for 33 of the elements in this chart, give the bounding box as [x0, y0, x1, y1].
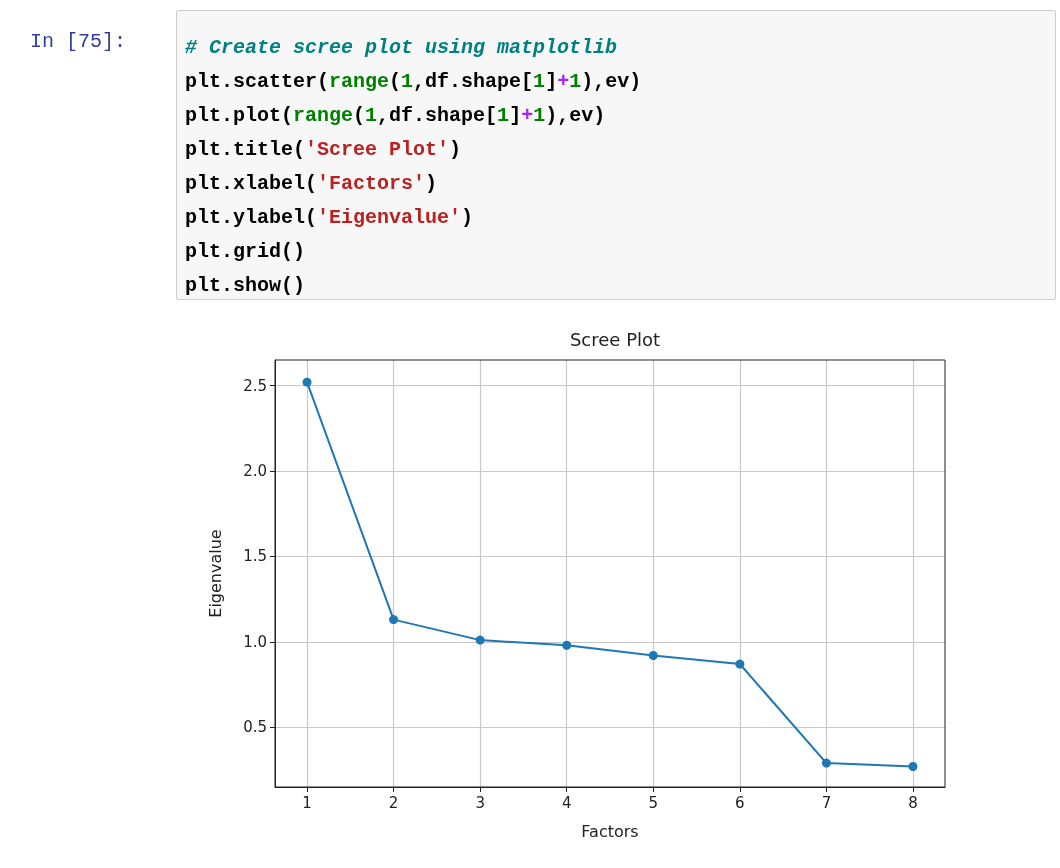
chart-title: Scree Plot — [569, 328, 661, 350]
text: plt.scatter(range(1,df.shape[1]+1),ev) — [185, 70, 642, 93]
y-tick-label: 1.5 — [243, 547, 267, 566]
x-tick-label: 6 — [735, 793, 745, 812]
point — [389, 615, 399, 625]
text: plt.grid() — [185, 239, 307, 265]
text: In [75]: — [30, 30, 127, 53]
text: plt.xlabel('Factors') — [185, 171, 439, 197]
text: plt.show() — [185, 273, 307, 299]
y-tick-label: 0.5 — [243, 718, 267, 737]
x-tick-label: 8 — [908, 793, 918, 812]
y-tick-label: 2.0 — [243, 462, 267, 481]
point — [821, 758, 831, 768]
point — [648, 650, 658, 660]
x-tick-label: 4 — [561, 793, 572, 812]
x-tick-label: 7 — [821, 793, 832, 812]
point — [302, 377, 312, 387]
x-tick-label: 3 — [475, 793, 485, 812]
x-tick-label: 5 — [648, 793, 659, 812]
point — [735, 659, 745, 669]
point — [562, 640, 572, 650]
x-tick-label: 2 — [388, 793, 399, 812]
text: plt.title('Scree Plot') — [185, 137, 463, 163]
text: # Create scree plot using matplotlib — [185, 36, 618, 59]
x-axis-title: Factors — [581, 821, 639, 841]
text: plt.ylabel('Eigenvalue') — [185, 205, 475, 231]
y-axis-title: Eigenvalue — [205, 529, 225, 618]
y-tick-label: 1.0 — [243, 632, 267, 651]
text: plt.plot(range(1,df.shape[1]+1),ev) — [185, 104, 606, 127]
x-tick-label: 1 — [302, 793, 312, 812]
point — [475, 635, 485, 645]
point — [908, 762, 918, 771]
y-tick-label: 2.5 — [243, 376, 267, 395]
